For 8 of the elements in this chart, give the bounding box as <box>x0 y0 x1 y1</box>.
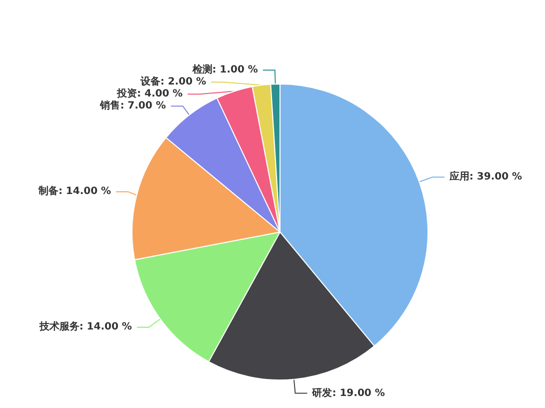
slice-label: 应用: 39.00 % <box>448 170 522 183</box>
slice-label: 设备: 2.00 % <box>139 76 206 88</box>
slice-label: 技术服务: 14.00 % <box>38 320 132 333</box>
slice-label: 研发: 19.00 % <box>311 386 385 399</box>
slice-label: 制备: 14.00 % <box>37 185 112 198</box>
slice-label: 投资: 4.00 % <box>116 88 183 100</box>
slice-label: 销售: 7.00 % <box>99 100 166 112</box>
slice-label: 检测: 1.00 % <box>191 64 258 76</box>
